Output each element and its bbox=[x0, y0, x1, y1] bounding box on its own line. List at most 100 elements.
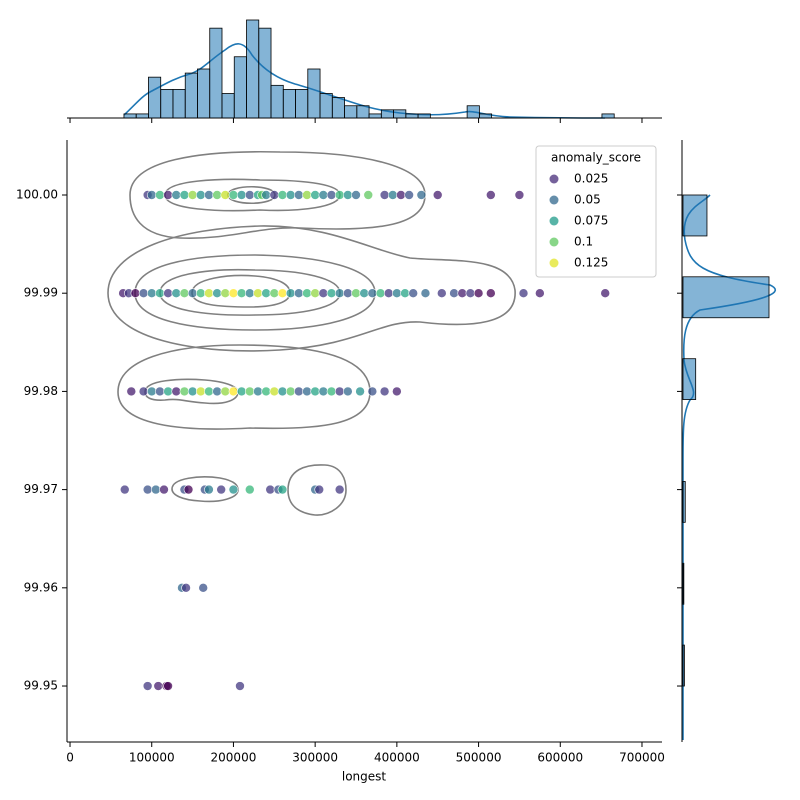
scatter-point bbox=[146, 288, 157, 299]
scatter-point bbox=[204, 386, 214, 397]
y-tick-label: 99.95 bbox=[24, 679, 58, 693]
scatter-point bbox=[216, 484, 226, 495]
scatter-point bbox=[277, 190, 288, 200]
legend: anomaly_score 0.025 0.05 0.075 0.1 0.125 bbox=[535, 145, 657, 278]
histogram-bar bbox=[148, 76, 162, 119]
kde-curve-x bbox=[123, 43, 606, 119]
scatter-point bbox=[465, 288, 476, 299]
scatter-point bbox=[187, 386, 198, 397]
scatter-point bbox=[600, 288, 611, 299]
scatter-point bbox=[138, 386, 149, 397]
scatter-point bbox=[146, 386, 157, 397]
scatter-point bbox=[163, 386, 173, 397]
scatter-point bbox=[195, 288, 206, 299]
histogram-bar bbox=[209, 27, 223, 119]
scatter-point bbox=[228, 386, 239, 397]
scatter-point bbox=[171, 386, 182, 397]
x-tick-label: 700000 bbox=[619, 751, 665, 765]
legend-marker bbox=[549, 195, 559, 205]
x-tick-label: 400000 bbox=[374, 751, 420, 765]
scatter-point bbox=[159, 484, 169, 495]
scatter-point bbox=[310, 386, 320, 397]
scatter-point bbox=[138, 288, 149, 299]
legend-marker bbox=[549, 174, 559, 184]
scatter-point bbox=[408, 288, 418, 299]
scatter-point bbox=[163, 190, 173, 200]
scatter-point bbox=[153, 681, 164, 691]
scatter-point bbox=[195, 386, 206, 397]
scatter-point bbox=[179, 190, 190, 200]
scatter-point bbox=[220, 288, 231, 299]
histogram-bar bbox=[682, 358, 697, 400]
scatter-point bbox=[486, 288, 496, 299]
kde-contour bbox=[144, 378, 239, 405]
scatter-point bbox=[379, 190, 390, 200]
scatter-point bbox=[204, 190, 214, 200]
scatter-point bbox=[392, 288, 402, 299]
scatter-point bbox=[253, 386, 263, 397]
scatter-point bbox=[302, 386, 312, 397]
legend-marker bbox=[549, 216, 559, 226]
scatter-point bbox=[343, 190, 353, 200]
histogram-bar bbox=[135, 113, 149, 119]
scatter-point bbox=[359, 288, 369, 299]
scatter-point bbox=[334, 484, 345, 495]
scatter-point bbox=[326, 288, 337, 299]
scatter-point bbox=[151, 484, 161, 495]
scatter-point bbox=[318, 288, 329, 299]
scatter-point bbox=[187, 288, 198, 299]
scatter-point bbox=[285, 386, 296, 397]
scatter-point bbox=[187, 190, 198, 200]
histogram-bar bbox=[331, 97, 345, 119]
scatter-point bbox=[236, 288, 247, 299]
scatter-point bbox=[473, 288, 484, 299]
histogram-bar bbox=[184, 72, 198, 119]
scatter-point bbox=[179, 386, 190, 397]
histogram-bar bbox=[682, 481, 686, 523]
scatter-point bbox=[285, 288, 296, 299]
scatter-point bbox=[436, 288, 447, 299]
kde-contour bbox=[107, 225, 516, 352]
histogram-bar bbox=[270, 84, 284, 119]
scatter-point bbox=[163, 681, 173, 691]
scatter-point bbox=[383, 288, 394, 299]
y-tick-label: 100.00 bbox=[16, 187, 58, 201]
scatter-point bbox=[318, 190, 329, 200]
scatter-point bbox=[244, 386, 255, 397]
scatter-point bbox=[302, 288, 312, 299]
scatter-point bbox=[142, 681, 153, 691]
legend-label: 0.075 bbox=[574, 214, 608, 228]
scatter-point bbox=[375, 288, 386, 299]
histogram-bar bbox=[197, 68, 211, 119]
scatter-point bbox=[535, 288, 545, 299]
scatter-point bbox=[155, 288, 165, 299]
y-tick-label: 99.99 bbox=[24, 286, 58, 300]
scatter-point bbox=[269, 386, 280, 397]
scatter-point bbox=[326, 386, 337, 397]
kde-contours bbox=[107, 150, 516, 516]
y-tick-label: 99.97 bbox=[24, 482, 58, 496]
x-tick-label: 600000 bbox=[537, 751, 583, 765]
histogram-bar bbox=[380, 109, 394, 119]
histogram-bar bbox=[682, 276, 770, 319]
scatter-point bbox=[183, 484, 194, 495]
legend-title: anomaly_score bbox=[551, 151, 641, 165]
scatter-point bbox=[432, 190, 443, 200]
scatter-point bbox=[244, 288, 255, 299]
scatter-point bbox=[310, 288, 320, 299]
histogram-bar bbox=[233, 56, 247, 119]
histogram-bar bbox=[221, 93, 235, 119]
scatter-point bbox=[343, 288, 353, 299]
scatter-point bbox=[235, 681, 245, 691]
scatter-point bbox=[236, 386, 247, 397]
scatter-point bbox=[204, 484, 214, 495]
scatter-point bbox=[387, 190, 398, 200]
scatter-point bbox=[416, 190, 427, 200]
histogram-bar bbox=[405, 113, 419, 119]
scatter-point bbox=[244, 190, 255, 200]
x-tick-label: 0 bbox=[66, 751, 74, 765]
scatter-point bbox=[179, 288, 190, 299]
x-tick-label: 300000 bbox=[292, 751, 338, 765]
scatter-point bbox=[236, 190, 247, 200]
